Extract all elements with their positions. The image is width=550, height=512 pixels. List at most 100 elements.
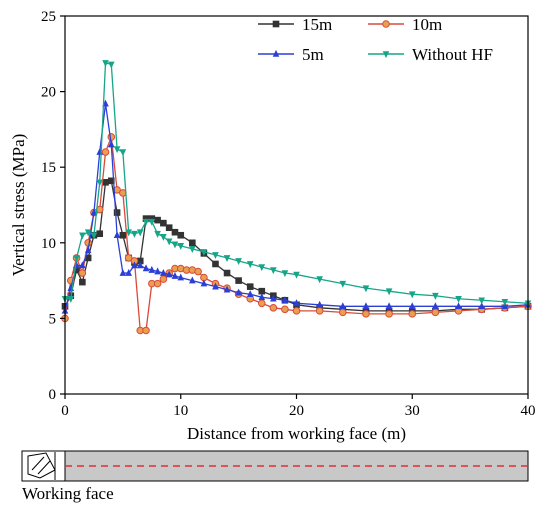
data-point bbox=[281, 296, 289, 304]
data-point bbox=[171, 228, 179, 236]
data-point bbox=[160, 219, 167, 227]
data-point bbox=[136, 229, 144, 237]
data-point bbox=[270, 294, 277, 302]
data-point bbox=[108, 140, 115, 148]
legend-marker bbox=[272, 20, 280, 28]
legend-item: Without HF bbox=[368, 45, 493, 64]
data-point bbox=[148, 215, 156, 222]
data-point bbox=[432, 302, 439, 310]
legend-label: 10m bbox=[412, 15, 442, 34]
plot-frame bbox=[64, 15, 529, 395]
legend-marker bbox=[382, 20, 390, 28]
data-point bbox=[78, 269, 87, 277]
data-point bbox=[84, 246, 92, 254]
y-tick-label: 20 bbox=[41, 85, 56, 101]
data-point bbox=[79, 232, 86, 240]
plot-area bbox=[61, 60, 532, 335]
data-point bbox=[171, 271, 179, 279]
legend-label: 5m bbox=[302, 45, 324, 64]
y-tick-label: 5 bbox=[49, 311, 57, 327]
data-point bbox=[362, 285, 370, 293]
data-point bbox=[84, 254, 92, 262]
data-point bbox=[315, 307, 324, 315]
data-point bbox=[257, 299, 266, 308]
data-point bbox=[90, 208, 98, 216]
data-point bbox=[200, 279, 208, 287]
legend-item: 15m bbox=[258, 15, 332, 34]
data-point bbox=[408, 291, 416, 299]
data-point bbox=[171, 241, 179, 249]
data-point bbox=[292, 307, 301, 315]
x-tick-label: 0 bbox=[61, 403, 69, 419]
data-point bbox=[73, 266, 80, 274]
data-point bbox=[177, 273, 185, 281]
data-point bbox=[96, 230, 104, 238]
schematic-caption: Working face bbox=[22, 484, 114, 503]
series-line bbox=[64, 103, 529, 312]
legend: 15m 10m 5m Without HF bbox=[258, 15, 493, 64]
data-point bbox=[212, 260, 219, 268]
data-point bbox=[281, 270, 289, 278]
data-point bbox=[316, 300, 323, 308]
data-point bbox=[246, 290, 254, 298]
support-leg bbox=[31, 456, 45, 471]
data-point bbox=[165, 238, 173, 246]
data-point bbox=[96, 179, 104, 187]
data-point bbox=[108, 61, 115, 69]
data-point bbox=[362, 310, 370, 318]
data-point bbox=[258, 293, 266, 301]
y-tick-label: 10 bbox=[41, 236, 56, 252]
data-point bbox=[84, 229, 92, 237]
data-point bbox=[235, 288, 242, 296]
data-point bbox=[154, 230, 161, 238]
hydraulic-support-icon bbox=[27, 452, 56, 480]
legend-marker bbox=[272, 49, 280, 57]
data-point bbox=[246, 261, 254, 269]
data-point bbox=[125, 268, 132, 276]
data-point bbox=[408, 310, 417, 318]
data-point bbox=[131, 230, 138, 238]
support-leg bbox=[37, 460, 51, 475]
data-point bbox=[153, 279, 162, 288]
data-point bbox=[212, 282, 219, 290]
data-point bbox=[148, 218, 156, 226]
data-point bbox=[281, 305, 289, 314]
data-point bbox=[455, 302, 462, 310]
data-point bbox=[136, 261, 144, 269]
data-point bbox=[136, 257, 144, 265]
legend-item: 10m bbox=[368, 15, 442, 34]
data-point bbox=[223, 255, 231, 263]
series-line bbox=[64, 180, 529, 312]
data-point bbox=[478, 302, 485, 310]
data-point bbox=[177, 231, 185, 239]
x-axis-title: Distance from working face (m) bbox=[187, 424, 406, 443]
data-point bbox=[385, 310, 393, 318]
data-point bbox=[235, 277, 242, 284]
data-point bbox=[73, 255, 80, 263]
data-point bbox=[339, 280, 347, 288]
series-without-hf bbox=[61, 60, 532, 308]
data-point bbox=[119, 268, 127, 276]
data-point bbox=[90, 232, 98, 240]
data-point bbox=[101, 148, 110, 156]
x-tick-label: 40 bbox=[521, 403, 536, 419]
data-point bbox=[67, 295, 75, 303]
data-point bbox=[119, 149, 127, 157]
data-point bbox=[142, 326, 150, 335]
data-point bbox=[293, 271, 300, 279]
data-point bbox=[102, 60, 109, 67]
data-point bbox=[270, 267, 277, 275]
data-point bbox=[339, 308, 347, 317]
data-point bbox=[113, 209, 121, 216]
data-point bbox=[119, 231, 127, 239]
data-point bbox=[258, 287, 266, 295]
data-point bbox=[316, 276, 323, 284]
support-shield bbox=[27, 452, 56, 479]
data-point bbox=[189, 239, 196, 247]
data-point bbox=[189, 246, 196, 253]
data-point bbox=[131, 261, 138, 269]
series-15m bbox=[61, 177, 532, 315]
working-face-schematic bbox=[21, 450, 529, 482]
data-point bbox=[269, 304, 278, 312]
